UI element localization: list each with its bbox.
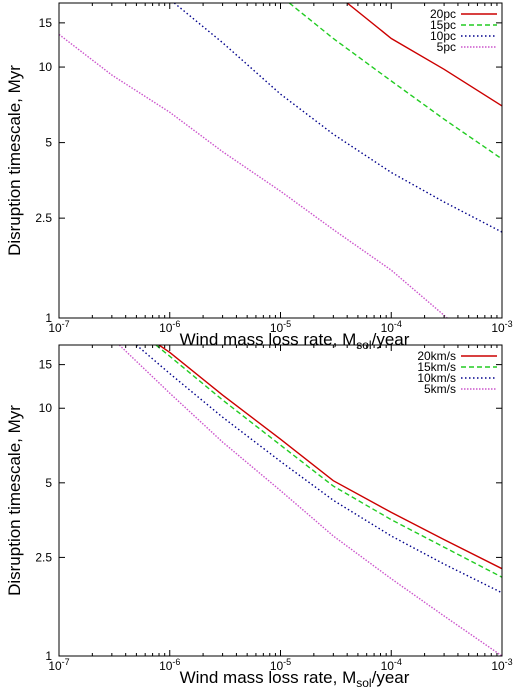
y-tick-label: 10 [39, 60, 53, 74]
x-tick-exp: -5 [283, 319, 291, 329]
legend-label: 20pc [430, 7, 456, 21]
x-tick-label: 10-5 [270, 657, 291, 673]
y-tick-label: 10 [39, 401, 53, 415]
series-line [155, 345, 502, 578]
legend-label: 10km/s [417, 371, 456, 385]
x-tick-base: 10 [48, 321, 62, 335]
x-tick-base: 10 [159, 321, 173, 335]
y-tick-label: 5 [45, 136, 52, 150]
x-tick-label: 10-6 [159, 657, 180, 673]
plot-frame [58, 2, 503, 319]
y-tick-label: 2.5 [35, 211, 52, 225]
x-tick-label: 10-7 [48, 657, 69, 673]
x-tick-label: 10-4 [381, 319, 402, 335]
legend-label: 5pc [437, 40, 456, 54]
y-tick-label: 1 [45, 649, 52, 663]
y-tick-label: 5 [45, 476, 52, 490]
x-tick-base: 10 [270, 659, 284, 673]
series-line [346, 3, 502, 107]
x-tick-label: 10-3 [491, 657, 512, 673]
y-tick-label: 15 [39, 16, 53, 30]
series-line [118, 345, 502, 656]
x-axis-label: Wind mass loss rate, Msol/year [180, 668, 410, 690]
x-tick-exp: -7 [62, 319, 70, 329]
legend-label: 20km/s [417, 349, 456, 363]
x-tick-label: 10-6 [159, 319, 180, 335]
x-tick-base: 10 [491, 321, 505, 335]
legend-label: 5km/s [424, 382, 456, 396]
legend-label: 15km/s [417, 360, 456, 374]
x-tick-exp: -3 [505, 319, 513, 329]
x-tick-exp: -5 [283, 657, 291, 667]
x-tick-exp: -6 [172, 657, 180, 667]
x-tick-base: 10 [270, 321, 284, 335]
x-tick-base: 10 [491, 659, 505, 673]
y-axis-label: Disruption timescale, Myr [5, 65, 24, 256]
series-line [288, 3, 502, 160]
series-line [59, 33, 448, 318]
legend-label: 15pc [430, 18, 456, 32]
x-tick-base: 10 [159, 659, 173, 673]
series-group [118, 345, 502, 656]
x-tick-exp: -3 [505, 657, 513, 667]
x-tick-base: 10 [381, 659, 395, 673]
y-tick-label: 2.5 [35, 550, 52, 564]
x-axis-label: Wind mass loss rate, Msol/year [180, 330, 410, 352]
y-tick-label: 15 [39, 358, 53, 372]
x-tick-label: 10-4 [381, 657, 402, 673]
x-tick-label: 10-5 [270, 319, 291, 335]
series-group [59, 3, 502, 318]
x-tick-exp: -4 [394, 657, 402, 667]
y-axis-label: Disruption timescale, Myr [5, 405, 24, 596]
series-line [158, 345, 502, 570]
x-tick-label: 10-3 [491, 319, 512, 335]
y-tick-label: 1 [45, 311, 52, 325]
x-tick-exp: -6 [172, 319, 180, 329]
x-tick-base: 10 [48, 659, 62, 673]
x-tick-exp: -7 [62, 657, 70, 667]
legend-label: 10pc [430, 29, 456, 43]
x-tick-base: 10 [381, 321, 395, 335]
series-line [173, 3, 502, 233]
series-line [135, 345, 502, 594]
x-tick-label: 10-7 [48, 319, 69, 335]
x-tick-exp: -4 [394, 319, 402, 329]
